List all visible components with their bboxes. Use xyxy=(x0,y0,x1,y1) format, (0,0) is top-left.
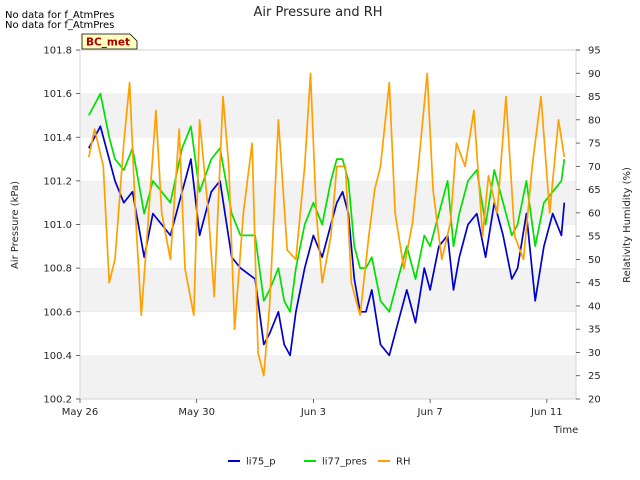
y-axis-right-label: Relativity Humidity (%) xyxy=(622,167,633,283)
plot-band xyxy=(80,50,576,94)
y-right-tick-label: 85 xyxy=(588,92,601,103)
y-left-tick-label: 101.8 xyxy=(43,46,72,57)
y-axis-left: 100.2 100.4 100.6 100.8 101.0 101.2 101.4 101.6… xyxy=(43,46,80,406)
plot-bands xyxy=(80,49,576,399)
series-line-RH xyxy=(87,72,566,377)
y-left-tick-label: 101.6 xyxy=(43,89,72,100)
y-right-tick-label: 30 xyxy=(588,348,601,359)
legend-label-li77-pres: li77_pres xyxy=(322,457,367,468)
x-tick-label: Jun 11 xyxy=(530,407,563,418)
plot-band xyxy=(80,224,576,269)
y-right-tick-label: 35 xyxy=(588,325,601,336)
series-lines xyxy=(87,72,566,377)
no-data-note-2: No data for f_AtmPres xyxy=(5,20,114,31)
legend-label-li75-p: li75_p xyxy=(246,457,276,468)
y-right-tick-label: 80 xyxy=(588,115,601,126)
plot-band xyxy=(80,311,576,356)
site-badge-box xyxy=(81,33,138,50)
plot-band xyxy=(80,268,576,312)
chart-title: Air Pressure and RH xyxy=(253,5,382,20)
y-right-tick-label: 90 xyxy=(588,69,601,80)
x-tick-label: Jun 7 xyxy=(417,407,443,418)
series-line-li77-pres xyxy=(88,92,566,313)
y-left-tick-label: 100.8 xyxy=(43,264,72,275)
site-badge: BC_met xyxy=(81,33,138,50)
y-right-tick-label: 25 xyxy=(588,371,601,382)
x-axis-label: Time xyxy=(553,425,578,436)
plot-band xyxy=(80,180,576,225)
y-left-tick-label: 101.2 xyxy=(43,176,72,187)
plot-band xyxy=(80,355,576,399)
y-right-tick-label: 60 xyxy=(588,208,601,219)
y-left-tick-label: 100.4 xyxy=(43,351,72,362)
series-line-li75-p xyxy=(88,125,566,357)
legend-label-RH: RH xyxy=(396,457,410,468)
y-right-tick-label: 50 xyxy=(588,255,601,266)
y-right-tick-label: 65 xyxy=(588,185,601,196)
y-right-tick-label: 40 xyxy=(588,301,601,312)
y-left-tick-label: 101.4 xyxy=(43,133,72,144)
y-right-tick-label: 95 xyxy=(588,46,601,57)
site-badge-label: BC_met xyxy=(86,37,130,49)
plot-band xyxy=(80,93,576,138)
legend: li75_p li77_pres RH xyxy=(228,457,410,468)
y-right-tick-label: 75 xyxy=(588,139,601,150)
y-right-tick-label: 20 xyxy=(588,395,601,406)
y-right-tick-label: 55 xyxy=(588,232,601,243)
x-tick-label: May 26 xyxy=(62,407,99,418)
no-data-note-1: No data for f_AtmPres xyxy=(5,10,114,21)
y-left-tick-label: 100.2 xyxy=(43,395,72,406)
y-left-tick-label: 101.0 xyxy=(43,220,72,231)
y-right-tick-label: 70 xyxy=(588,162,601,173)
y-axis-left-label: Air Pressure (kPa) xyxy=(10,181,21,269)
y-right-tick-label: 45 xyxy=(588,278,601,289)
y-axis-right: 20 25 30 35 40 45 50 55 60 65 70 75 80 85 90 95 xyxy=(576,46,601,406)
x-axis: May 26 May 30 Jun 3 Jun 7 Jun 11 xyxy=(62,399,563,418)
x-tick-label: May 30 xyxy=(178,407,215,418)
x-tick-label: Jun 3 xyxy=(300,407,326,418)
y-left-tick-label: 100.6 xyxy=(43,307,72,318)
